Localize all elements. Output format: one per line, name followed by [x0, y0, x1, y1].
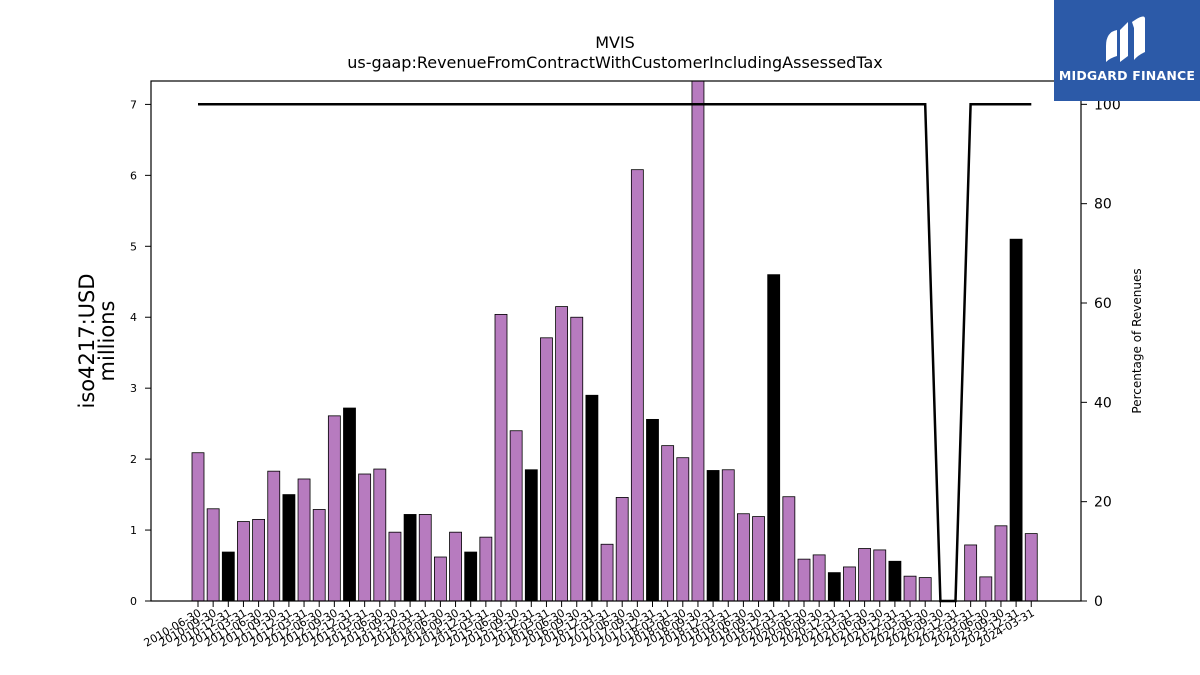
y-tick-label: 3 [130, 382, 137, 395]
bar [873, 549, 887, 602]
y-axis-left: 0 1 2 3 4 5 6 7 [130, 98, 151, 608]
bar [827, 572, 841, 602]
y-tick-label: 0 [130, 595, 137, 608]
bar [843, 566, 856, 602]
bar [767, 274, 781, 602]
bar [797, 558, 811, 602]
bar [585, 394, 599, 602]
bar [464, 551, 478, 602]
midgard-logo-icon [1106, 16, 1146, 62]
y-tick-label: 5 [130, 240, 137, 253]
bar [373, 468, 387, 602]
bar [433, 556, 447, 602]
bar [1009, 238, 1023, 602]
midgard-finance-logo: MIDGARD FINANCE [1054, 0, 1200, 101]
bar [979, 576, 993, 602]
x-axis: 2010-06-302010-09-302010-12-312011-03-31… [142, 601, 1037, 650]
bar [237, 521, 250, 602]
bar [509, 430, 523, 602]
bar [903, 575, 917, 602]
bar [206, 508, 220, 602]
y2-tick-label: 20 [1094, 495, 1112, 511]
bar [540, 337, 553, 602]
bar [888, 560, 902, 602]
bar [676, 457, 690, 602]
bar [964, 544, 978, 602]
y2-tick-label: 0 [1094, 594, 1103, 610]
bar [403, 514, 417, 602]
bar [297, 478, 311, 602]
bar [661, 445, 675, 602]
bar [343, 407, 356, 602]
bar [691, 80, 705, 602]
bar [449, 531, 462, 602]
y2-tick-label: 100 [1094, 97, 1121, 113]
y2-tick-label: 40 [1094, 395, 1112, 411]
bar [494, 313, 508, 602]
bar [630, 169, 644, 602]
bar [555, 306, 568, 602]
y-tick-label: 4 [130, 311, 137, 324]
bar-series [191, 80, 1038, 602]
y2-tick-label: 80 [1094, 197, 1112, 213]
bar [388, 531, 402, 602]
bar [646, 418, 659, 602]
y-axis-label: iso4217:USD [75, 273, 99, 408]
bar [752, 516, 765, 602]
bar [327, 415, 341, 602]
y-tick-label: 1 [130, 524, 137, 537]
bar [918, 577, 932, 602]
bar [524, 469, 538, 602]
bar [615, 497, 629, 602]
bar [267, 470, 281, 602]
bar [737, 513, 750, 602]
percentage-line [198, 103, 1032, 603]
bar [191, 452, 205, 602]
y2-tick-label: 60 [1094, 296, 1112, 312]
bar [721, 469, 735, 602]
y-axis-label-units: millions [95, 301, 119, 382]
bar [479, 536, 493, 602]
bar [312, 509, 326, 602]
bar [994, 525, 1008, 602]
y2-axis-label: Percentage of Revenues [1130, 268, 1144, 413]
logo-text: MIDGARD FINANCE [1058, 68, 1196, 83]
bar [706, 470, 720, 602]
y-tick-label: 2 [130, 453, 137, 466]
bar [600, 543, 614, 602]
bar [782, 496, 796, 602]
bar [358, 473, 372, 602]
y-tick-label: 6 [130, 169, 137, 182]
y-axis-right: 0 20 40 60 80 100 [1081, 97, 1121, 610]
bar [858, 548, 871, 602]
plot-frame [150, 80, 1082, 602]
y-tick-label: 7 [130, 98, 137, 111]
bar [1024, 533, 1038, 602]
bar [812, 554, 826, 602]
percentage-line-series [198, 103, 1032, 603]
bar [282, 494, 296, 602]
chart-subtitle: us-gaap:RevenueFromContractWithCustomerI… [347, 53, 882, 72]
bar [418, 514, 432, 602]
bar [221, 551, 235, 602]
chart-title: MVIS [595, 33, 635, 52]
bar [570, 316, 584, 602]
bar [252, 519, 266, 602]
